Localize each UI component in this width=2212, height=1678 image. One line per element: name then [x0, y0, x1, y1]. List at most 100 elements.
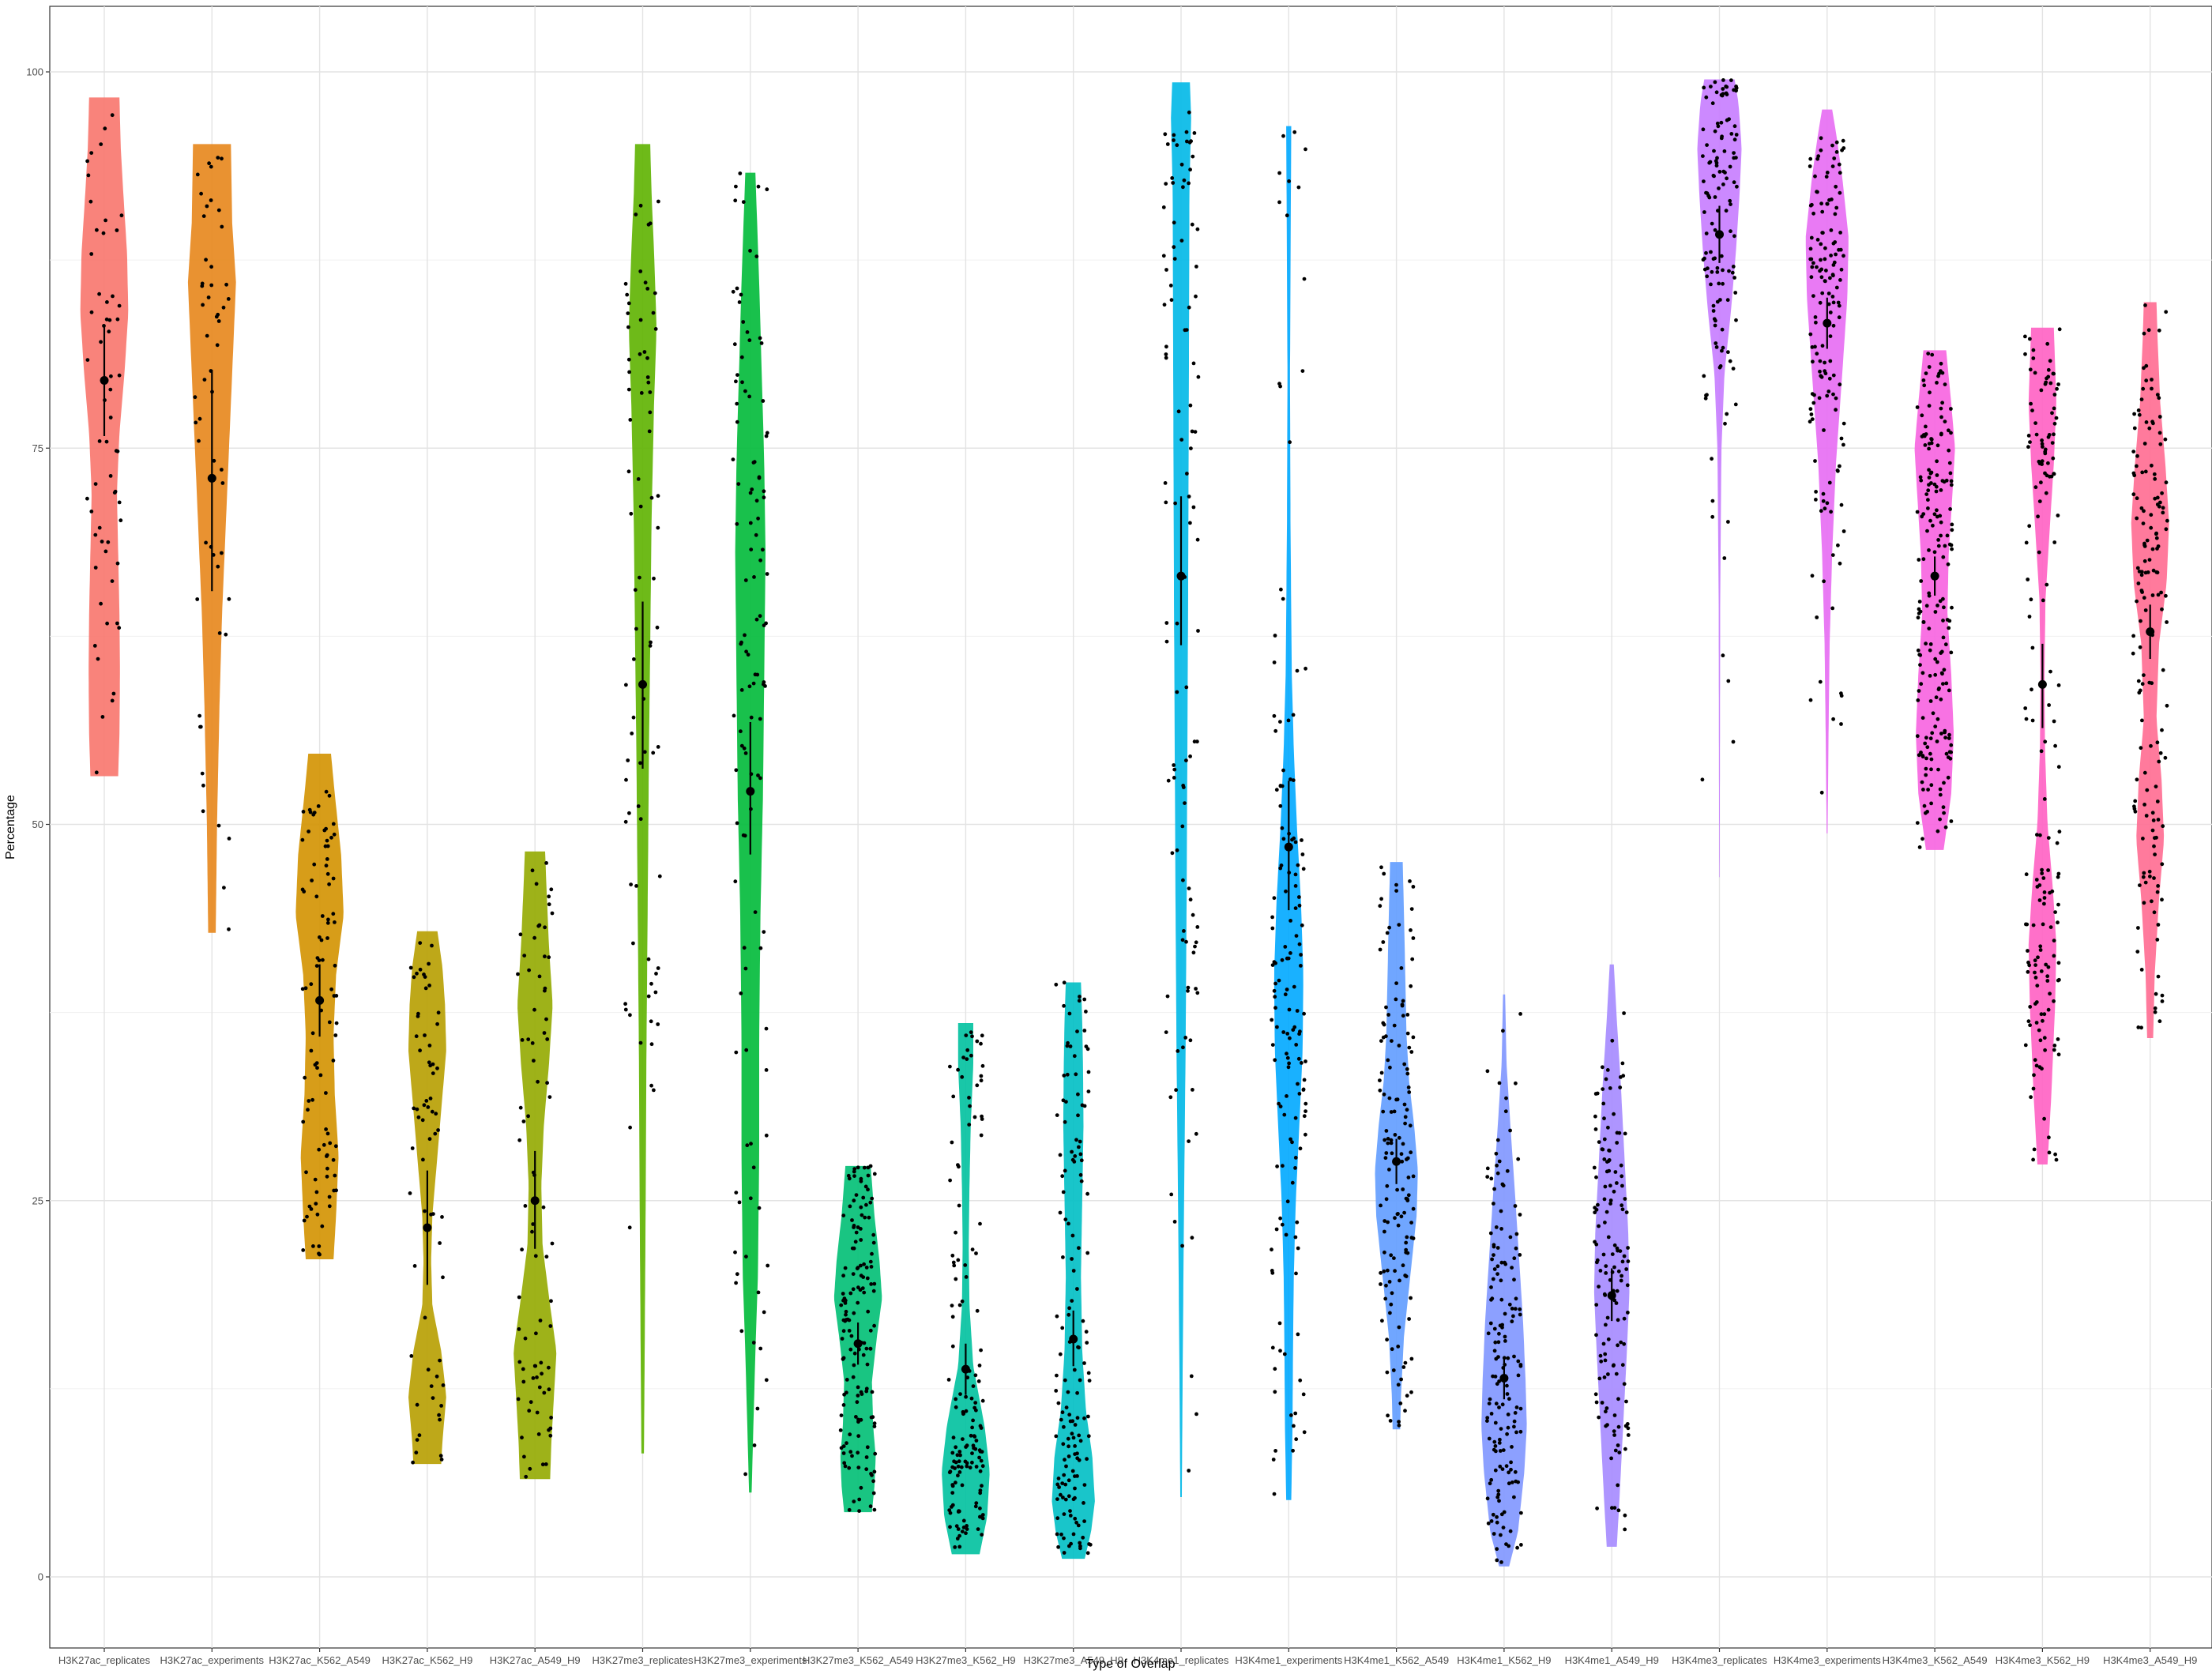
data-point — [1195, 537, 1200, 542]
data-point — [1808, 698, 1813, 702]
data-point — [1834, 408, 1838, 412]
data-point — [319, 938, 324, 942]
data-point — [1295, 668, 1300, 673]
data-point — [1929, 757, 1934, 762]
data-point — [306, 1108, 310, 1112]
data-point — [2056, 920, 2060, 925]
data-point — [1498, 1464, 1503, 1469]
data-point — [526, 1114, 530, 1119]
data-point — [1071, 1497, 1076, 1502]
data-point — [841, 1213, 846, 1217]
data-point — [1386, 1137, 1390, 1141]
data-point — [1067, 1306, 1071, 1311]
data-point — [975, 1308, 980, 1313]
data-point — [1281, 1030, 1286, 1034]
data-point — [752, 575, 756, 579]
data-point — [1930, 731, 1935, 736]
data-point — [946, 1378, 951, 1382]
data-point — [1825, 501, 1830, 506]
data-point — [2155, 740, 2160, 745]
data-point — [2142, 442, 2147, 446]
data-point — [1068, 1419, 1073, 1424]
data-point — [327, 793, 332, 798]
x-tick-label: H3K4me1_K562_H9 — [1457, 1654, 1551, 1666]
data-point — [1918, 663, 1922, 667]
data-point — [1074, 1520, 1078, 1525]
data-point — [1068, 1044, 1073, 1048]
data-point — [2155, 547, 2159, 551]
data-point — [856, 1450, 860, 1455]
data-point — [1836, 543, 1840, 547]
data-point — [1493, 1340, 1498, 1345]
data-point — [1378, 947, 1382, 952]
data-point — [1518, 1012, 1522, 1016]
data-point — [1386, 1268, 1390, 1273]
data-point — [1062, 1473, 1066, 1477]
data-point — [1085, 1191, 1089, 1196]
data-point — [2047, 1150, 2052, 1155]
mean-point — [1930, 571, 1939, 581]
data-point — [2142, 770, 2147, 775]
data-point — [2035, 885, 2040, 889]
data-point — [1507, 1302, 1512, 1307]
data-point — [1075, 1416, 1080, 1420]
data-point — [1492, 1532, 1496, 1536]
data-point — [854, 1230, 859, 1235]
data-point — [1834, 140, 1839, 145]
data-point — [2036, 955, 2040, 960]
data-point — [522, 1454, 526, 1459]
data-point — [1811, 211, 1816, 216]
data-point — [1409, 1236, 1414, 1240]
data-point — [1166, 778, 1171, 783]
x-tick-label: H3K4me1_A549_H9 — [1565, 1654, 1659, 1666]
data-point — [1917, 611, 1921, 615]
data-point — [960, 1529, 965, 1533]
data-point — [198, 416, 202, 421]
data-point — [631, 715, 636, 720]
data-point — [957, 1459, 961, 1464]
data-point — [1808, 246, 1813, 251]
data-point — [758, 1346, 763, 1351]
data-point — [1729, 78, 1733, 82]
data-point — [547, 1095, 552, 1099]
data-point — [1929, 437, 1934, 442]
data-point — [1288, 777, 1292, 781]
data-point — [1493, 1468, 1498, 1473]
data-point — [841, 1451, 846, 1455]
data-point — [1064, 1100, 1068, 1104]
data-point — [847, 1329, 852, 1333]
data-point — [866, 1187, 870, 1192]
data-point — [1194, 1131, 1198, 1136]
data-point — [752, 1443, 757, 1447]
data-point — [1726, 520, 1730, 524]
data-point — [1384, 1197, 1389, 1202]
data-point — [1732, 234, 1736, 239]
data-point — [201, 783, 205, 788]
data-point — [1616, 1424, 1621, 1429]
data-point — [848, 1291, 853, 1296]
data-point — [1191, 1088, 1194, 1092]
data-point — [1294, 934, 1299, 938]
data-point — [1921, 620, 1926, 624]
data-point — [1821, 499, 1826, 503]
data-point — [1279, 587, 1283, 592]
data-point — [1165, 994, 1170, 999]
data-point — [1168, 1095, 1173, 1100]
data-point — [1191, 912, 1195, 917]
data-point — [1066, 1494, 1071, 1499]
data-point — [973, 1373, 978, 1378]
data-point — [1286, 718, 1291, 723]
data-point — [415, 1107, 419, 1112]
data-point — [1492, 1267, 1497, 1271]
data-point — [226, 297, 231, 301]
data-point — [535, 1410, 540, 1415]
data-point — [2161, 510, 2165, 515]
data-point — [1819, 258, 1823, 262]
data-point — [1615, 1131, 1620, 1135]
data-point — [1063, 1217, 1068, 1221]
data-point — [1506, 1356, 1510, 1360]
data-point — [1164, 500, 1168, 505]
data-point — [204, 540, 208, 545]
data-point — [839, 1303, 844, 1307]
data-point — [1409, 1050, 1414, 1054]
